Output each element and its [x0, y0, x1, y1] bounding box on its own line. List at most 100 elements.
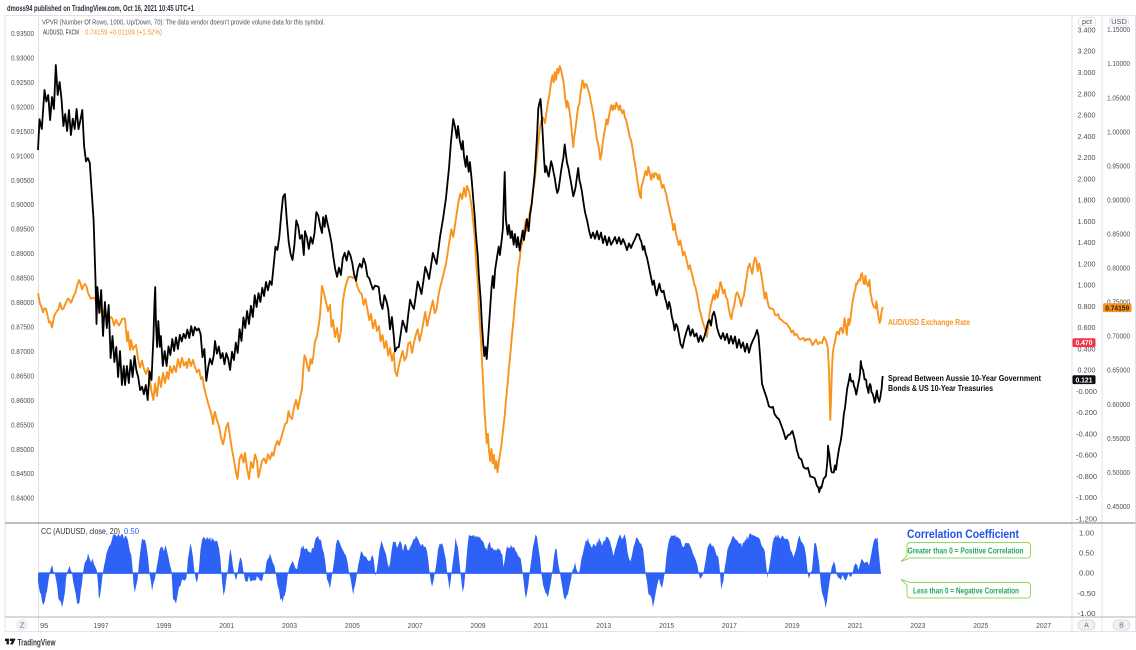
svg-text:95: 95 — [40, 621, 48, 630]
svg-text:0.70000: 0.70000 — [1107, 332, 1130, 341]
svg-text:1.600: 1.600 — [1078, 217, 1096, 226]
svg-text:2027: 2027 — [1036, 621, 1051, 630]
svg-text:0.89500: 0.89500 — [11, 225, 34, 234]
svg-text:0.400: 0.400 — [1078, 344, 1096, 353]
svg-text:2.400: 2.400 — [1078, 132, 1096, 141]
svg-text:A: A — [1084, 623, 1089, 630]
svg-text:0.85500: 0.85500 — [11, 420, 34, 429]
svg-text:-1.00: -1.00 — [1078, 609, 1096, 618]
svg-text:0.74159: 0.74159 — [1105, 304, 1129, 313]
svg-text:B: B — [1119, 623, 1124, 630]
svg-text:2007: 2007 — [408, 621, 423, 630]
svg-text:-0.50: -0.50 — [1078, 589, 1096, 598]
svg-text:0.84500: 0.84500 — [11, 469, 34, 478]
svg-text:2023: 2023 — [910, 621, 925, 630]
svg-text:0.600: 0.600 — [1078, 323, 1096, 332]
svg-text:0.75000: 0.75000 — [1107, 298, 1130, 307]
svg-text:0.50: 0.50 — [1079, 549, 1094, 558]
svg-text:1.05000: 1.05000 — [1107, 93, 1130, 102]
svg-text:0.93000: 0.93000 — [11, 54, 34, 63]
svg-text:1.800: 1.800 — [1078, 196, 1096, 205]
svg-text:CC (AUDUSD, close, 20): CC (AUDUSD, close, 20) — [41, 527, 120, 536]
svg-text:Correlation Coefficient: Correlation Coefficient — [907, 529, 1019, 541]
svg-text:2.600: 2.600 — [1078, 111, 1096, 120]
svg-text:AUDUSD, FXCM: AUDUSD, FXCM — [43, 28, 79, 37]
svg-text:0.86500: 0.86500 — [11, 371, 34, 380]
svg-text:-0.600: -0.600 — [1076, 451, 1097, 460]
svg-text:-0.200: -0.200 — [1076, 408, 1097, 417]
svg-text:0.121: 0.121 — [1076, 375, 1093, 384]
svg-text:0.90000: 0.90000 — [1107, 195, 1130, 204]
svg-text:2.200: 2.200 — [1078, 153, 1096, 162]
svg-text:0.84000: 0.84000 — [11, 494, 34, 503]
svg-text:2011: 2011 — [533, 621, 548, 630]
svg-text:3.200: 3.200 — [1078, 47, 1096, 56]
svg-text:VPVR (Number Of Rows, 1000, Up: VPVR (Number Of Rows, 1000, Up/Down, 70)… — [42, 18, 325, 27]
svg-text:TradingView: TradingView — [18, 637, 57, 647]
svg-text:2005: 2005 — [345, 621, 360, 630]
svg-text:0.89000: 0.89000 — [11, 249, 34, 258]
svg-text:0.88000: 0.88000 — [11, 298, 34, 307]
svg-text:1.000: 1.000 — [1078, 281, 1096, 290]
svg-text:0.87500: 0.87500 — [11, 323, 34, 332]
svg-text:Less than 0 = Negative Correla: Less than 0 = Negative Correlation — [913, 587, 1019, 596]
svg-text:dmoss94 published on TradingVi: dmoss94 published on TradingView.com, Oc… — [7, 4, 194, 13]
svg-text:0.470: 0.470 — [1076, 338, 1093, 347]
svg-text:0.50000: 0.50000 — [1107, 468, 1130, 477]
svg-text:Bonds & US 10-Year Treasuries: Bonds & US 10-Year Treasuries — [888, 384, 993, 393]
svg-text:0.86000: 0.86000 — [11, 396, 34, 405]
svg-text:3.000: 3.000 — [1078, 68, 1096, 77]
svg-text:0.87000: 0.87000 — [11, 347, 34, 356]
svg-text:2.000: 2.000 — [1078, 174, 1096, 183]
svg-text:1.400: 1.400 — [1078, 238, 1096, 247]
svg-text:0.800: 0.800 — [1078, 302, 1096, 311]
svg-text:2003: 2003 — [282, 621, 297, 630]
svg-text:2009: 2009 — [471, 621, 486, 630]
svg-text:1.200: 1.200 — [1078, 259, 1096, 268]
svg-text:0.00: 0.00 — [1079, 569, 1094, 578]
svg-text:pct: pct — [1082, 17, 1093, 26]
svg-text:-0.800: -0.800 — [1076, 472, 1097, 481]
svg-text:0.55000: 0.55000 — [1107, 434, 1130, 443]
svg-text:2017: 2017 — [722, 621, 737, 630]
svg-text:1.00000: 1.00000 — [1107, 127, 1130, 136]
svg-text:0.200: 0.200 — [1078, 366, 1096, 375]
svg-text:0.91500: 0.91500 — [11, 127, 34, 136]
svg-text:0.85000: 0.85000 — [11, 445, 34, 454]
svg-text:1.00: 1.00 — [1079, 529, 1094, 538]
svg-text:2001: 2001 — [219, 621, 234, 630]
svg-text:0.90000: 0.90000 — [11, 200, 34, 209]
svg-text:1.15000: 1.15000 — [1107, 25, 1130, 34]
svg-text:-0.400: -0.400 — [1076, 429, 1097, 438]
svg-text:0.95000: 0.95000 — [1107, 161, 1130, 170]
svg-text:2025: 2025 — [973, 621, 988, 630]
svg-text:2019: 2019 — [785, 621, 800, 630]
svg-text:USD: USD — [1111, 17, 1127, 26]
svg-text:Greater than 0 = Positive Corr: Greater than 0 = Positive Correlation — [908, 547, 1024, 556]
svg-text:-1.000: -1.000 — [1076, 493, 1097, 502]
svg-text:0.65000: 0.65000 — [1107, 366, 1130, 375]
svg-text:1997: 1997 — [94, 621, 109, 630]
svg-text:3.400: 3.400 — [1078, 26, 1096, 35]
svg-text:0.50: 0.50 — [124, 527, 140, 536]
svg-text:2.800: 2.800 — [1078, 89, 1096, 98]
svg-text:0.92500: 0.92500 — [11, 78, 34, 87]
svg-text:0.92000: 0.92000 — [11, 102, 34, 111]
svg-text:1999: 1999 — [156, 621, 171, 630]
svg-text:-0.000: -0.000 — [1076, 387, 1097, 396]
svg-text:0.74159 +0.01109 (+1.52%): 0.74159 +0.01109 (+1.52%) — [85, 28, 162, 37]
svg-text:0.88500: 0.88500 — [11, 274, 34, 283]
svg-text:2013: 2013 — [596, 621, 611, 630]
svg-text:2021: 2021 — [848, 621, 863, 630]
svg-text:0.60000: 0.60000 — [1107, 400, 1130, 409]
svg-text:2015: 2015 — [659, 621, 674, 630]
svg-text:Spread Between Aussie 10-Year: Spread Between Aussie 10-Year Government — [888, 374, 1041, 383]
svg-text:Z: Z — [20, 621, 25, 630]
svg-text:-1.200: -1.200 — [1076, 515, 1097, 524]
svg-text:1.10000: 1.10000 — [1107, 59, 1130, 68]
svg-text:0.91000: 0.91000 — [11, 151, 34, 160]
svg-text:0.80000: 0.80000 — [1107, 264, 1130, 273]
svg-text:AUD/USD Exchange Rate: AUD/USD Exchange Rate — [888, 318, 970, 327]
svg-text:0.45000: 0.45000 — [1107, 502, 1130, 511]
svg-text:0.85000: 0.85000 — [1107, 230, 1130, 239]
